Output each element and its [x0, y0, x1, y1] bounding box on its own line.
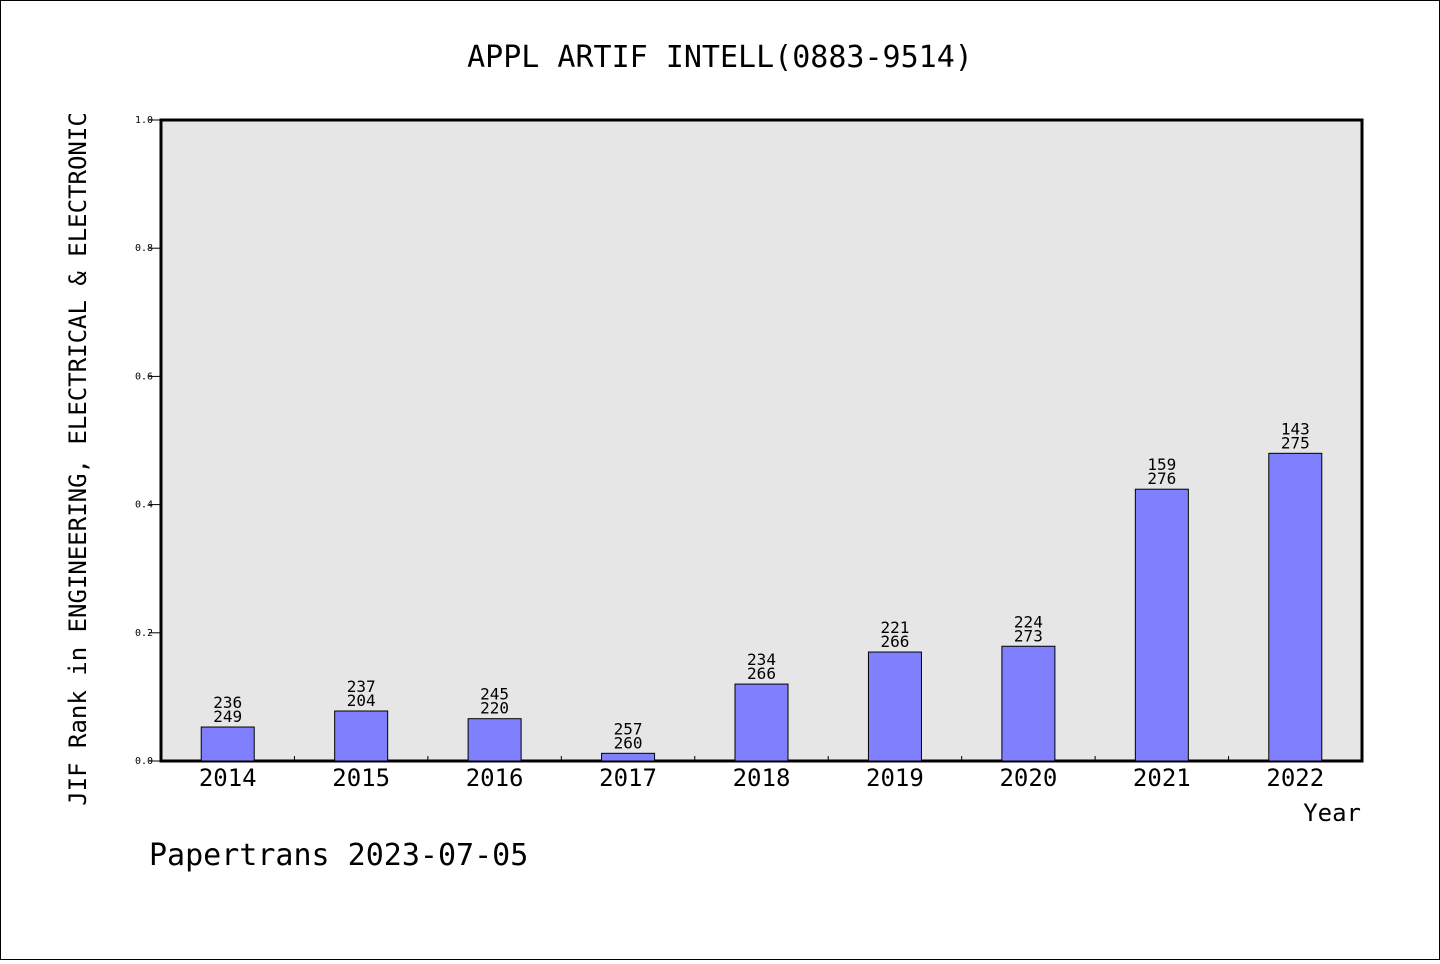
y-tick-label: 1.0 [135, 115, 153, 126]
credit-text: Papertrans 2023-07-05 [149, 838, 528, 873]
y-axis-ticks: 0.0 0.2 0.4 0.6 0.8 1.0 [135, 115, 161, 767]
y-tick-label: 0.6 [135, 371, 153, 382]
x-axis-label: Year [1303, 799, 1361, 827]
bar-label-top: 224 [1014, 612, 1043, 631]
y-tick-label: 0.2 [135, 628, 153, 639]
bar-label-top: 245 [480, 685, 509, 704]
bar-label-top: 159 [1147, 455, 1176, 474]
bar-label-bottom: 260 [614, 733, 643, 752]
bar-2017 [601, 752, 656, 762]
x-tick-label: 2018 [733, 764, 791, 792]
y-tick-label: 0.8 [135, 243, 153, 254]
bar-label-bottom: 273 [1014, 626, 1043, 645]
bar-label-top: 143 [1281, 419, 1310, 438]
x-tick-label: 2020 [999, 764, 1057, 792]
y-axis-label: JIF Rank in ENGINEERING, ELECTRICAL & EL… [64, 112, 92, 806]
x-tick-label: 2017 [599, 764, 657, 792]
bar-label-bottom: 204 [347, 691, 376, 710]
x-tick-label: 2021 [1133, 764, 1191, 792]
bar-2022 [1268, 452, 1323, 762]
bar-label-bottom: 275 [1281, 433, 1310, 452]
y-tick-label: 0.4 [135, 500, 153, 511]
x-tick-label: 2019 [866, 764, 924, 792]
x-tick-label: 2014 [199, 764, 257, 792]
bar-label-top: 236 [213, 693, 242, 712]
bar-label-bottom: 266 [747, 664, 776, 683]
bar-label-bottom: 249 [213, 707, 242, 726]
x-tick-label: 2016 [466, 764, 524, 792]
bar-2021 [1134, 488, 1189, 762]
bar-label-bottom: 266 [880, 632, 909, 651]
bar-label-bottom: 276 [1147, 469, 1176, 488]
bar-2020 [1001, 645, 1056, 762]
bar-2014 [200, 726, 255, 762]
bar-label-bottom: 220 [480, 699, 509, 718]
chart-title: APPL ARTIF INTELL(0883-9514) [467, 40, 973, 75]
bar-label-top: 257 [614, 719, 643, 738]
bar-label-top: 234 [747, 650, 776, 669]
bar-2018 [734, 683, 789, 762]
bar-2015 [334, 710, 389, 762]
y-tick-label: 0.0 [135, 756, 153, 767]
x-tick-label: 2015 [332, 764, 390, 792]
x-axis-ticks: 2014 2015 2016 2017 2018 2019 2020 2021 2022 [199, 756, 1324, 792]
bar-2019 [867, 651, 922, 762]
bar-label-top: 237 [347, 677, 376, 696]
bar-2016 [467, 718, 522, 762]
x-tick-label: 2022 [1266, 764, 1324, 792]
bar-label-top: 221 [880, 618, 909, 637]
